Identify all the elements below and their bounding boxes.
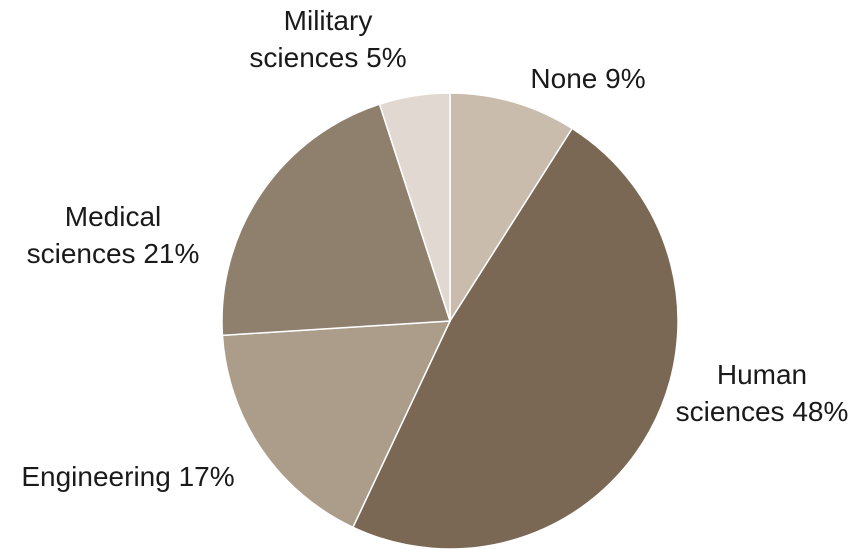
slice-label-line: Military [284,5,373,36]
slice-label-line: sciences 48% [676,396,849,427]
pie-slices [221,92,679,549]
slice-label-0: None 9% [530,63,645,94]
slice-label-line: Medical [65,201,161,232]
slice-label-line: sciences 5% [249,42,406,73]
pie-slice-4 [378,92,451,322]
pie-slice-3 [221,103,452,337]
slice-label-line: sciences 21% [27,238,200,269]
pie-slice-0 [449,92,574,324]
slice-label-1: Human sciences 48% [676,359,849,427]
pie-slice-2 [221,320,452,529]
slice-label-2: Engineering 17% [21,461,234,492]
pie-labels: None 9% Human sciences 48% Engineering 17% M… [21,5,848,492]
slice-label-4: Military sciences 5% [249,5,406,73]
slice-label-line: Engineering 17% [21,461,234,492]
slice-label-3: Medical sciences 21% [27,201,200,269]
slice-label-line: None 9% [530,63,645,94]
slice-label-line: Human [717,359,807,390]
